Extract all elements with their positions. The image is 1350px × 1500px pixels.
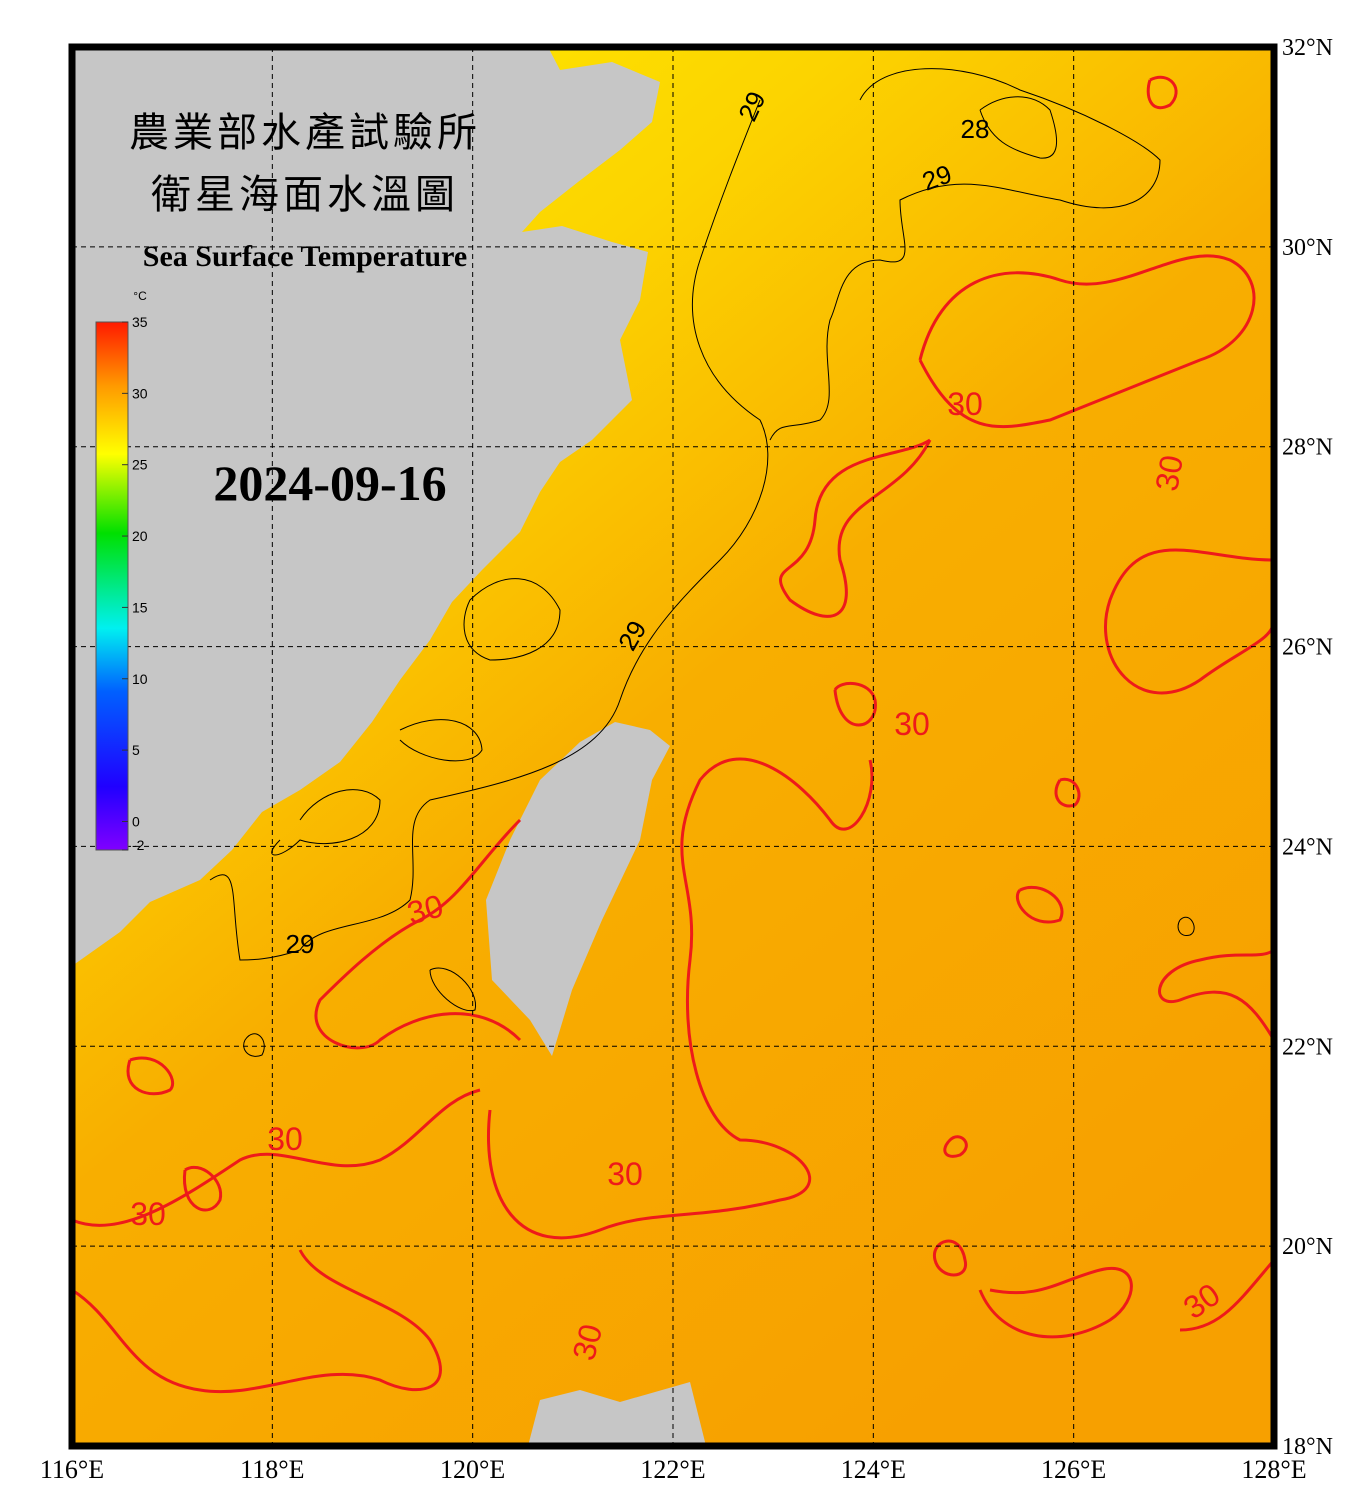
lon-label: 124°E [841, 1455, 906, 1484]
lat-label: 24°N [1282, 834, 1333, 860]
contours-30 [72, 75, 1274, 1394]
colorbar-tick-label: -2 [132, 837, 145, 853]
land-taiwan [486, 722, 670, 1056]
title-zh: 農業部水產試驗所 [129, 110, 481, 155]
lon-label: 128°E [1241, 1455, 1306, 1484]
contour-label: 28 [961, 114, 990, 144]
contour-label: 29 [286, 929, 315, 959]
colorbar-tick-label: 5 [132, 742, 140, 758]
land-china [72, 47, 660, 966]
lat-label: 28°N [1282, 435, 1333, 461]
colorbar-unit: °C [133, 289, 147, 303]
colorbar-tick-label: 30 [132, 385, 148, 401]
date: 2024-09-16 [213, 455, 446, 511]
colorbar-tick-label: 20 [132, 528, 148, 544]
graticule [72, 47, 1274, 1446]
contour-label: 30 [947, 386, 983, 422]
contour-label: 30 [1148, 452, 1190, 493]
colorbar-tick-label: 25 [132, 457, 148, 473]
contour-label: 30 [130, 1196, 166, 1232]
lat-label: 20°N [1282, 1234, 1333, 1260]
lat-label: 32°N [1282, 35, 1333, 61]
contours-29 [209, 68, 1195, 1057]
lon-label: 118°E [240, 1455, 304, 1484]
lon-label: 122°E [640, 1455, 705, 1484]
colorbar-ticks: -2 0 5 10 15 20 25 30 35 [122, 314, 148, 853]
colorbar-tick-label: 10 [132, 671, 148, 687]
contour-label: 30 [267, 1121, 303, 1157]
lat-label: 18°N [1282, 1434, 1333, 1460]
lat-label: 26°N [1282, 635, 1333, 661]
contour-label: 30 [894, 706, 930, 742]
colorbar-tick-label: 15 [132, 599, 148, 615]
colorbar-tick-label: 0 [132, 813, 140, 829]
lat-label: 30°N [1282, 235, 1333, 261]
contour-label: 30 [607, 1156, 643, 1192]
map-frame [68, 43, 1278, 1450]
title-zh: 衛星海面水溫圖 [151, 172, 459, 217]
lon-label: 126°E [1041, 1455, 1106, 1484]
title-en: Sea Surface Temperature [143, 240, 467, 273]
lat-label: 22°N [1282, 1034, 1333, 1060]
lon-label: 116°E [40, 1455, 104, 1484]
colorbar-tick-label: 35 [132, 314, 148, 330]
contours-28 [979, 96, 1058, 159]
lon-label: 120°E [440, 1455, 505, 1484]
axis-labels: 116°E 118°E 120°E 122°E 124°E 126°E 128°E18°N 2… [40, 35, 1333, 1484]
colorbar [95, 321, 129, 851]
land-luzon [528, 1382, 706, 1446]
